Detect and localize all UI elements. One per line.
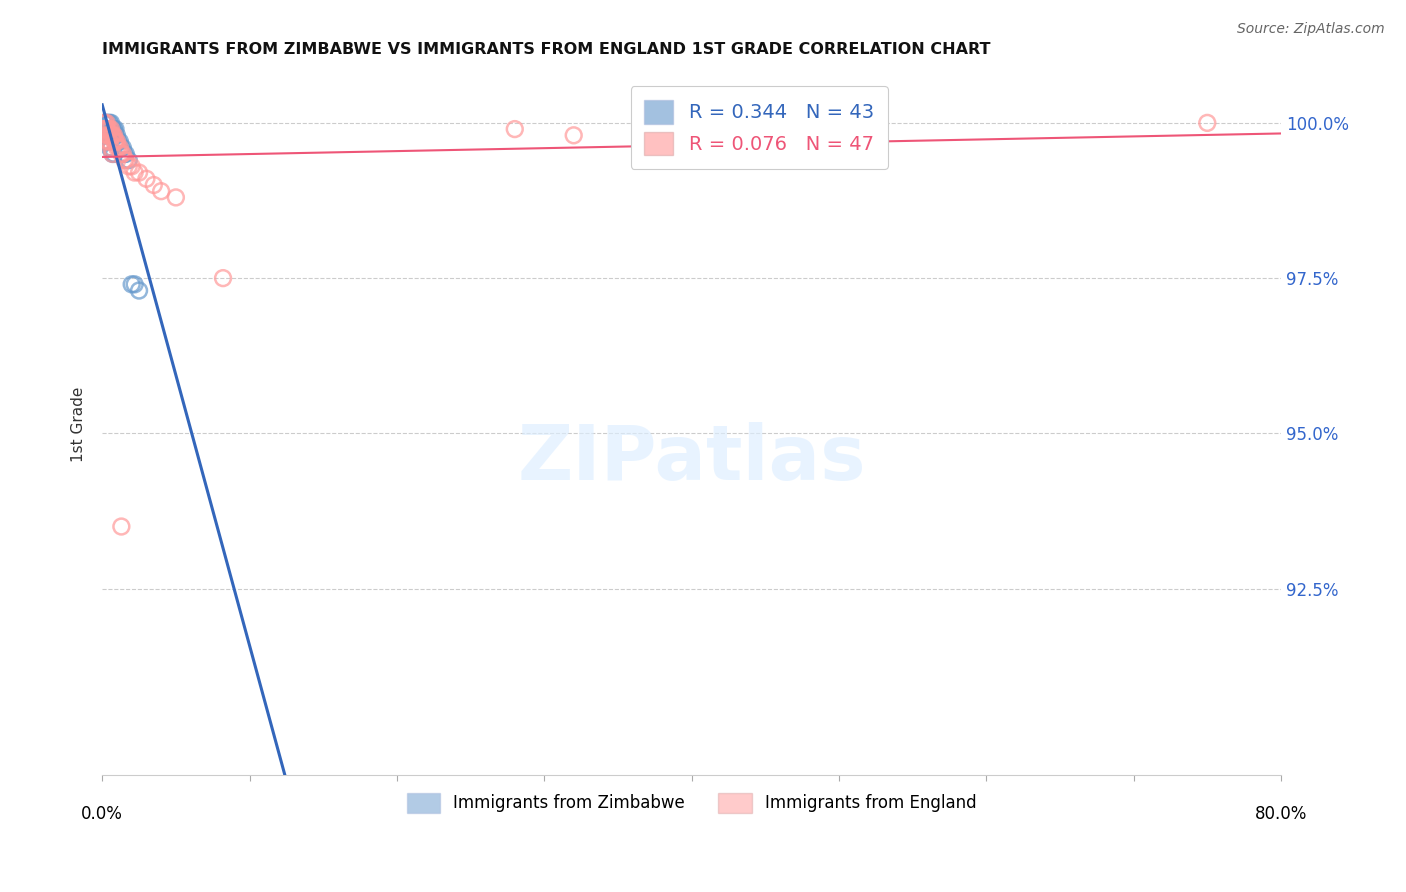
Text: Source: ZipAtlas.com: Source: ZipAtlas.com — [1237, 22, 1385, 37]
Point — [503, 122, 526, 136]
Point — [98, 128, 121, 143]
Point — [114, 153, 136, 168]
Point — [97, 135, 120, 149]
Y-axis label: 1st Grade: 1st Grade — [72, 386, 86, 462]
Point — [100, 116, 122, 130]
Point — [105, 135, 128, 149]
Point — [101, 122, 124, 136]
Point — [97, 122, 120, 136]
Point — [114, 147, 136, 161]
Point — [100, 122, 122, 136]
Point — [93, 122, 115, 136]
Point — [118, 159, 141, 173]
Point — [101, 128, 124, 143]
Point — [103, 128, 125, 143]
Point — [135, 171, 157, 186]
Point — [105, 135, 128, 149]
Point — [124, 165, 146, 179]
Point — [101, 147, 124, 161]
Point — [100, 128, 122, 143]
Point — [97, 128, 120, 143]
Point — [100, 128, 122, 143]
Point — [101, 147, 124, 161]
Point — [1197, 116, 1219, 130]
Point — [104, 128, 127, 143]
Point — [93, 128, 115, 143]
Point — [124, 277, 146, 292]
Point — [96, 116, 118, 130]
Point — [98, 122, 121, 136]
Point — [94, 116, 117, 130]
Point — [96, 116, 118, 130]
Point — [128, 165, 150, 179]
Point — [98, 135, 121, 149]
Point — [110, 147, 132, 161]
Point — [110, 519, 132, 533]
Point — [108, 135, 131, 149]
Text: IMMIGRANTS FROM ZIMBABWE VS IMMIGRANTS FROM ENGLAND 1ST GRADE CORRELATION CHART: IMMIGRANTS FROM ZIMBABWE VS IMMIGRANTS F… — [103, 42, 991, 57]
Point — [110, 141, 132, 155]
Point — [96, 122, 118, 136]
Point — [97, 116, 120, 130]
Point — [105, 141, 128, 155]
Point — [101, 122, 124, 136]
Point — [93, 122, 115, 136]
Point — [104, 135, 127, 149]
Point — [93, 116, 115, 130]
Point — [111, 141, 134, 155]
Point — [165, 190, 187, 204]
Point — [103, 147, 125, 161]
Point — [94, 122, 117, 136]
Text: 0.0%: 0.0% — [82, 805, 124, 823]
Point — [96, 122, 118, 136]
Point — [121, 159, 143, 173]
Point — [93, 116, 115, 130]
Point — [150, 184, 173, 198]
Point — [105, 128, 128, 143]
Point — [96, 122, 118, 136]
Point — [100, 122, 122, 136]
Point — [97, 122, 120, 136]
Point — [121, 277, 143, 292]
Point — [98, 128, 121, 143]
Point — [103, 122, 125, 136]
Point — [103, 135, 125, 149]
Point — [94, 122, 117, 136]
Point — [94, 122, 117, 136]
Point — [112, 153, 135, 168]
Point — [103, 128, 125, 143]
Point — [98, 116, 121, 130]
Point — [96, 135, 118, 149]
Text: 80.0%: 80.0% — [1254, 805, 1308, 823]
Legend: Immigrants from Zimbabwe, Immigrants from England: Immigrants from Zimbabwe, Immigrants fro… — [399, 787, 983, 819]
Point — [104, 122, 127, 136]
Point — [94, 122, 117, 136]
Point — [100, 141, 122, 155]
Point — [108, 141, 131, 155]
Point — [93, 122, 115, 136]
Point — [107, 135, 129, 149]
Point — [98, 141, 121, 155]
Point — [100, 141, 122, 155]
Point — [104, 135, 127, 149]
Point — [94, 128, 117, 143]
Point — [111, 147, 134, 161]
Point — [142, 178, 165, 192]
Point — [562, 128, 585, 143]
Point — [98, 122, 121, 136]
Point — [96, 128, 118, 143]
Point — [97, 135, 120, 149]
Point — [96, 122, 118, 136]
Point — [94, 116, 117, 130]
Text: ZIPatlas: ZIPatlas — [517, 422, 866, 496]
Point — [212, 271, 235, 285]
Point — [101, 128, 124, 143]
Point — [112, 147, 135, 161]
Point — [107, 141, 129, 155]
Point — [97, 128, 120, 143]
Point — [118, 153, 141, 168]
Point — [128, 284, 150, 298]
